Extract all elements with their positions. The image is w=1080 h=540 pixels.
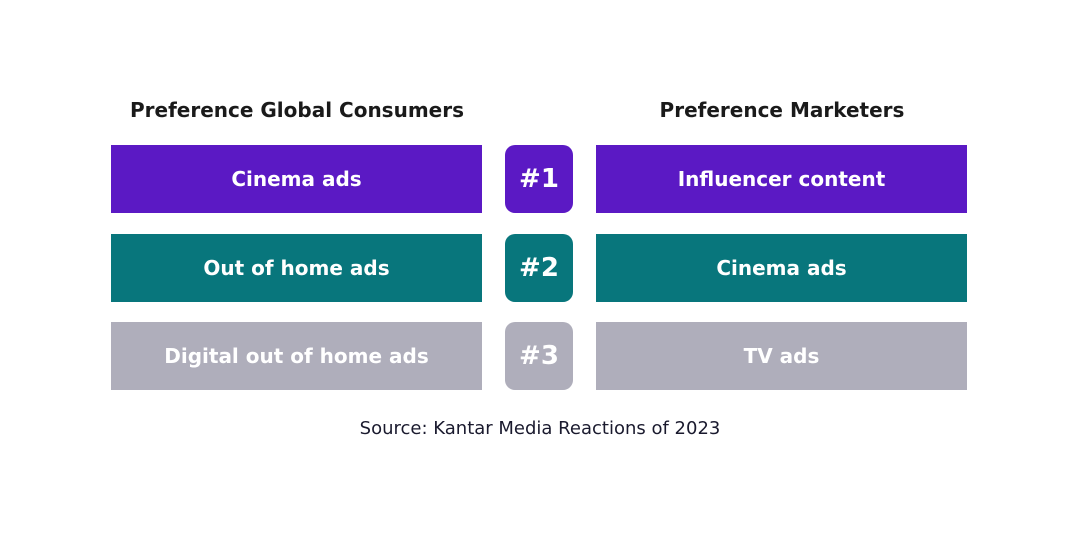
rank-badge-3: #3 (505, 322, 573, 390)
marketer-item-3: TV ads (596, 322, 967, 390)
rank-badge-2: #2 (505, 234, 573, 302)
rank-badge-1: #1 (505, 145, 573, 213)
consumer-item-1: Cinema ads (111, 145, 482, 213)
source-note: Source: Kantar Media Reactions of 2023 (359, 418, 721, 439)
consumer-item-3: Digital out of home ads (111, 322, 482, 390)
marketer-item-2: Cinema ads (596, 234, 967, 302)
consumers-heading: Preference Global Consumers (129, 98, 464, 122)
marketer-item-1: Influencer content (596, 145, 967, 213)
marketers-heading: Preference Marketers (659, 98, 905, 122)
consumer-item-2: Out of home ads (111, 234, 482, 302)
